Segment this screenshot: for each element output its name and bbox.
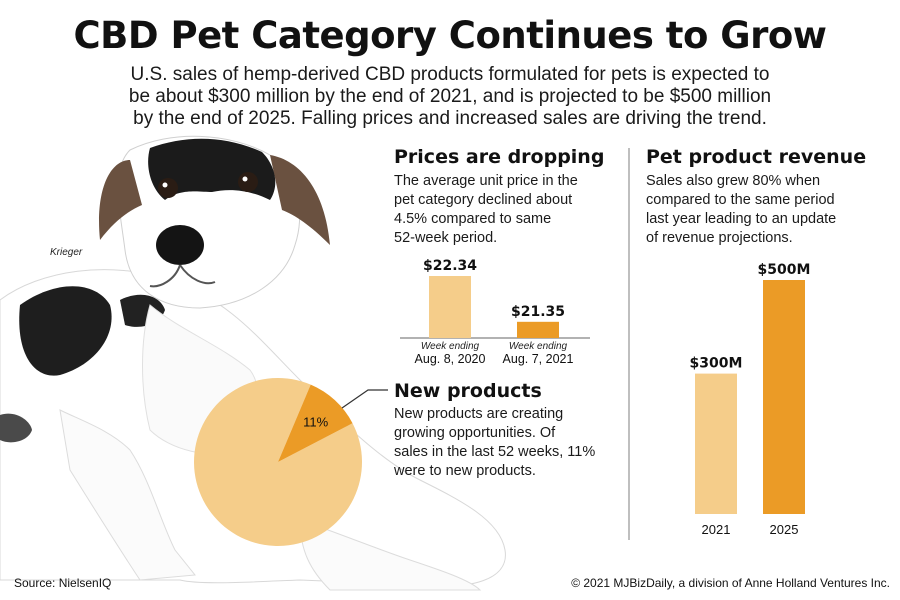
dog-mouth xyxy=(149,264,216,288)
prices-line: 52-week period. xyxy=(394,230,498,246)
pie-value-label: 11% xyxy=(303,414,328,429)
revenue-line: compared to the same period xyxy=(646,192,835,208)
revenue-value-label: $500M xyxy=(758,262,811,278)
revenue-line: Sales also grew 80% when xyxy=(646,173,821,189)
prices-body: The average unit price in the pet catego… xyxy=(394,172,624,248)
prices-heading: Prices are dropping xyxy=(394,146,605,168)
revenue-category-label: 2025 xyxy=(770,522,799,537)
dog-patch xyxy=(19,286,112,376)
section-divider xyxy=(628,148,630,540)
dog-ear-right xyxy=(270,155,330,245)
intro-line: U.S. sales of hemp-derived CBD products … xyxy=(130,64,770,85)
new-products-line: sales in the last 52 weeks, 11% xyxy=(394,444,596,460)
dog-eye-right xyxy=(238,172,258,192)
revenue-value-label: $300M xyxy=(690,356,743,372)
dog-photo xyxy=(0,135,506,591)
prices-line: 4.5% compared to same xyxy=(394,211,552,227)
dog-eye-glint xyxy=(162,182,168,188)
dog-nose xyxy=(156,225,204,265)
dog-ear-left xyxy=(99,160,142,240)
price-category-top: Week ending xyxy=(421,341,480,352)
intro-line: be about $300 million by the end of 2021… xyxy=(128,86,772,107)
new-products-line: New products are creating xyxy=(394,406,564,422)
new-products-pie-chart: 11% xyxy=(194,378,362,546)
price-bar xyxy=(517,321,559,338)
revenue-category-label: 2021 xyxy=(702,522,731,537)
price-value-label: $22.34 xyxy=(423,258,477,274)
new-products-body: New products are creating growing opport… xyxy=(394,405,624,481)
prices-line: The average unit price in the xyxy=(394,173,578,189)
dog-leg xyxy=(59,409,196,581)
revenue-body: Sales also grew 80% when compared to the… xyxy=(646,172,886,248)
intro-line: by the end of 2025. Falling prices and i… xyxy=(133,108,767,129)
new-products-line: were to new products. xyxy=(394,463,536,479)
dog-eye-glint xyxy=(242,176,248,182)
revenue-line: of revenue projections. xyxy=(646,230,793,246)
copyright-note: © 2021 MJBizDaily, a division of Anne Ho… xyxy=(571,576,890,590)
revenue-bar xyxy=(763,280,805,514)
revenue-heading: Pet product revenue xyxy=(646,146,867,168)
new-products-line: growing opportunities. Of xyxy=(394,425,556,441)
source-note: Source: NielsenIQ xyxy=(14,576,112,590)
price-category-bottom: Aug. 8, 2020 xyxy=(415,352,486,366)
pie-pointer-line xyxy=(341,389,388,409)
prices-line: pet category declined about xyxy=(394,192,573,208)
price-bar xyxy=(429,276,471,338)
revenue-bar-chart: $300M 2021 $500M 2025 xyxy=(690,262,811,537)
page-title: CBD Pet Category Continues to Grow xyxy=(73,14,827,57)
revenue-line: last year leading to an update xyxy=(646,211,837,227)
price-value-label: $21.35 xyxy=(511,304,565,320)
price-category-top: Week ending xyxy=(509,341,568,352)
dog-paw xyxy=(0,413,32,443)
new-products-heading: New products xyxy=(394,380,542,402)
pie-slice-new-products xyxy=(278,384,353,462)
revenue-bar xyxy=(695,373,737,514)
dog-eye-left xyxy=(158,178,178,198)
photo-caption: Krieger xyxy=(50,247,83,258)
dog-paw-right xyxy=(299,519,482,591)
price-category-bottom: Aug. 7, 2021 xyxy=(503,352,574,366)
intro-text: U.S. sales of hemp-derived CBD products … xyxy=(70,64,830,130)
